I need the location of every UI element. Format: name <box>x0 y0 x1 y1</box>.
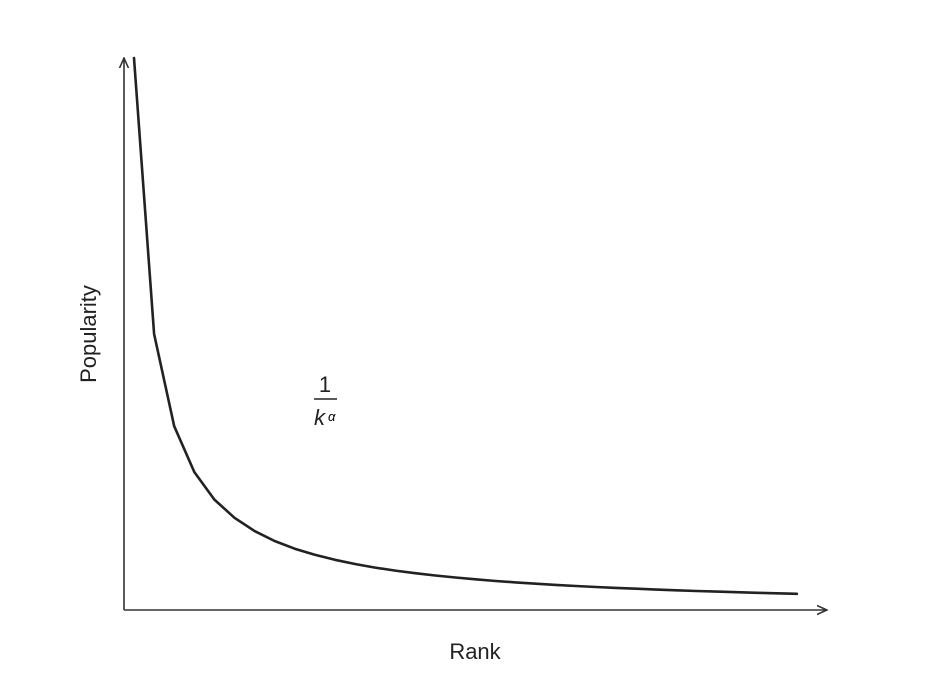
formula-base: k <box>314 405 326 430</box>
formula-numerator: 1 <box>319 372 331 397</box>
axes <box>124 58 827 610</box>
y-axis-label: Popularity <box>76 285 101 383</box>
formula-exponent: α <box>328 409 336 424</box>
x-axis-label: Rank <box>449 639 501 664</box>
formula-annotation: 1 k α <box>314 372 337 430</box>
series-line-0 <box>132 56 799 596</box>
series-layer <box>132 56 799 596</box>
